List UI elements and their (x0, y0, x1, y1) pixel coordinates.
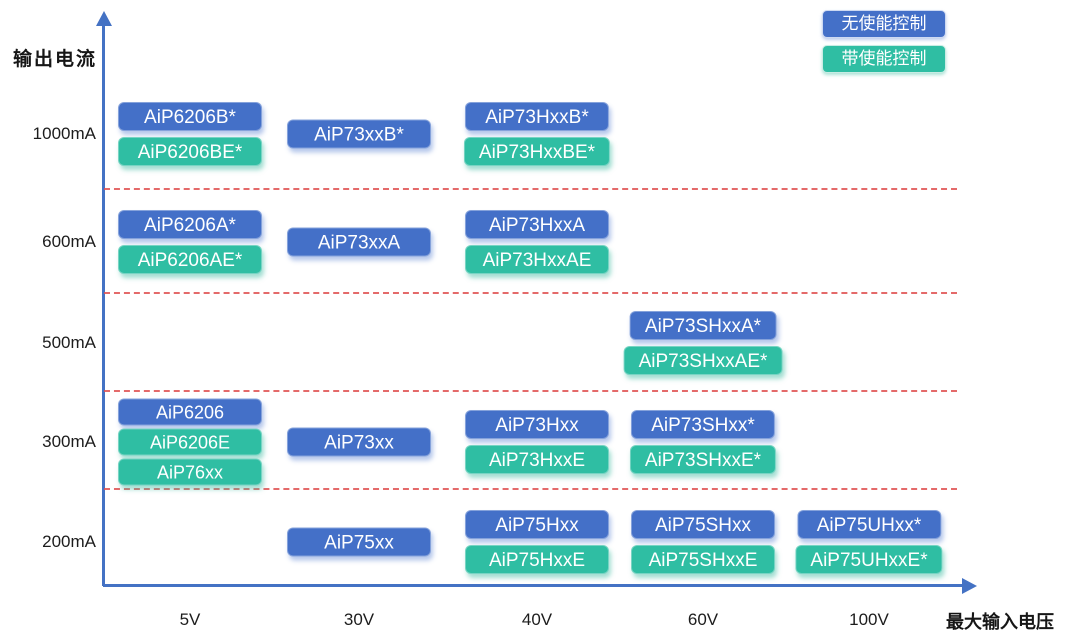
chip-cell-40V-600mA: AiP73HxxA AiP73HxxAE (465, 210, 609, 274)
x-axis-arrow-icon (962, 578, 977, 594)
chip-box: AiP73xxB* (287, 119, 431, 149)
x-tick-label: 30V (343, 610, 375, 629)
chip-box: AiP73xx (287, 427, 431, 457)
chip-box: AiP73HxxBE* (463, 137, 611, 166)
y-tick-label: 1000mA (32, 124, 96, 143)
chip-box: AiP75HxxE (465, 545, 609, 574)
dashed-separator (104, 188, 957, 190)
chip-cell-60V-200mA: AiP75SHxx AiP75SHxxE (631, 510, 775, 574)
chip-cell-5V-1000mA: AiP6206B* AiP6206BE* (118, 102, 262, 166)
chip-cell-60V-300mA: AiP73SHxx* AiP73SHxxE* (629, 410, 777, 474)
chip-cell-100V-200mA: AiP75UHxx* AiP75UHxxE* (795, 510, 943, 574)
chip-box: AiP75Hxx (465, 510, 609, 539)
chip-box: AiP6206 (118, 398, 262, 426)
chip-box: AiP75UHxx* (797, 510, 941, 539)
dashed-separator (104, 292, 957, 294)
chip-box: AiP73SHxxAE* (623, 346, 783, 375)
chip-cell-30V-600mA: AiP73xxA (287, 227, 431, 257)
y-tick-label: 300mA (42, 432, 96, 451)
y-axis-title: 输出电流 (13, 49, 98, 70)
chip-box: AiP6206B* (118, 102, 262, 131)
chip-cell-30V-200mA: AiP75xx (287, 527, 431, 557)
chip-box: AiP6206A* (118, 210, 262, 239)
chip-box: AiP75SHxxE (631, 545, 775, 574)
x-tick-label: 60V (687, 610, 719, 629)
chip-cell-30V-300mA: AiP73xx (287, 427, 431, 457)
legend-item-no-enable: 无使能控制 (822, 10, 946, 38)
legend-item-with-enable: 带使能控制 (822, 45, 946, 73)
chip-box: AiP76xx (118, 458, 262, 486)
dashed-separator (104, 488, 957, 490)
chip-cell-40V-300mA: AiP73Hxx AiP73HxxE (465, 410, 609, 474)
chip-box: AiP73xxA (287, 227, 431, 257)
chip-box: AiP6206BE* (118, 137, 262, 166)
y-tick-label: 200mA (42, 532, 96, 551)
chip-cell-30V-1000mA: AiP73xxB* (287, 119, 431, 149)
chip-box: AiP75SHxx (631, 510, 775, 539)
y-tick-label: 500mA (42, 333, 96, 352)
x-tick-label: 5V (179, 610, 201, 629)
y-axis-line (102, 22, 105, 586)
chip-box: AiP73HxxE (465, 445, 609, 474)
x-axis-line (103, 584, 965, 587)
chip-cell-5V-300mA: AiP6206 AiP6206E AiP76xx (118, 398, 262, 486)
chip-box: AiP73SHxxE* (629, 445, 777, 474)
y-tick-label: 600mA (42, 232, 96, 251)
chip-box: AiP75xx (287, 527, 431, 557)
chip-cell-5V-600mA: AiP6206A* AiP6206AE* (118, 210, 262, 274)
chip-box: AiP6206AE* (118, 245, 262, 274)
y-axis-arrow-icon (96, 11, 112, 26)
x-tick-label: 100V (849, 610, 889, 629)
chip-cell-60V-500mA: AiP73SHxxA* AiP73SHxxAE* (623, 311, 783, 375)
chip-box: AiP75UHxxE* (795, 545, 943, 574)
x-axis-title: 最大输入电压 (946, 612, 1054, 632)
chip-cell-40V-200mA: AiP75Hxx AiP75HxxE (465, 510, 609, 574)
chip-box: AiP73HxxA (465, 210, 609, 239)
chip-box: AiP73HxxB* (464, 102, 609, 131)
legend: 无使能控制 带使能控制 (822, 10, 946, 73)
chip-box: AiP73SHxx* (630, 410, 775, 439)
chip-box: AiP73SHxxA* (629, 311, 777, 340)
chip-box: AiP73HxxAE (465, 245, 609, 274)
dashed-separator (104, 390, 957, 392)
x-tick-label: 40V (521, 610, 553, 629)
chip-box: AiP73Hxx (465, 410, 609, 439)
chip-box: AiP6206E (118, 428, 262, 456)
chip-cell-40V-1000mA: AiP73HxxB* AiP73HxxBE* (463, 102, 611, 166)
